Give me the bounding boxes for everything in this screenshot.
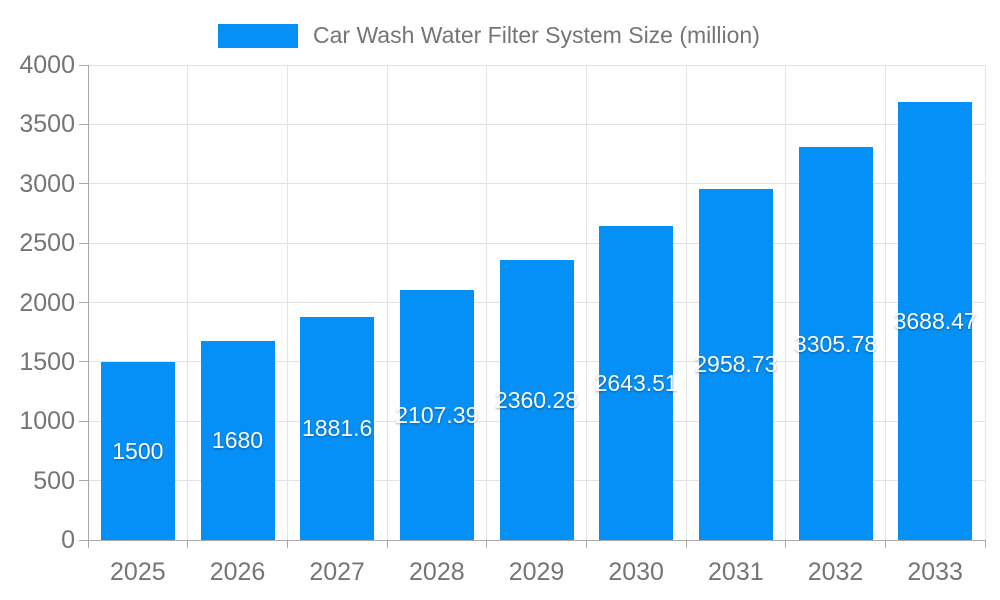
x-axis-label: 2028 — [409, 558, 465, 586]
bar[interactable] — [599, 226, 674, 540]
y-tick — [79, 242, 88, 244]
x-axis-label: 2025 — [110, 558, 166, 586]
bar[interactable] — [300, 316, 375, 540]
legend-swatch[interactable] — [218, 23, 298, 48]
gridline-h — [88, 183, 985, 185]
gridline-v — [286, 65, 288, 540]
x-tick — [486, 540, 488, 548]
x-tick — [685, 540, 687, 548]
y-tick — [79, 480, 88, 482]
x-tick — [785, 540, 787, 548]
gridline-v — [685, 65, 687, 540]
y-tick — [79, 539, 88, 541]
y-tick — [79, 183, 88, 185]
gridline-v — [486, 65, 488, 540]
x-tick — [187, 540, 189, 548]
bar[interactable] — [399, 289, 474, 540]
bar-value-label: 2107.39 — [395, 401, 479, 428]
y-axis-label: 3500 — [19, 110, 75, 139]
bar[interactable] — [100, 361, 175, 540]
y-axis-line — [87, 65, 89, 540]
y-tick — [79, 361, 88, 363]
bar[interactable] — [798, 147, 873, 540]
bar[interactable] — [698, 188, 773, 540]
y-axis-label: 1500 — [19, 347, 75, 376]
gridline-v — [785, 65, 787, 540]
gridline-v — [984, 65, 986, 540]
y-axis-label: 0 — [61, 526, 75, 554]
bar-value-label: 3305.78 — [793, 330, 878, 357]
x-axis-label: 2032 — [807, 558, 864, 586]
gridline-v — [585, 65, 587, 540]
y-axis-label: 2500 — [19, 229, 75, 258]
gridline-v — [884, 65, 886, 540]
bar-value-label: 1680 — [211, 427, 264, 454]
y-tick — [79, 123, 88, 125]
y-axis-label: 4000 — [19, 51, 75, 79]
x-tick — [87, 540, 89, 548]
gridline-v — [187, 65, 189, 540]
y-axis-label: 500 — [33, 466, 75, 495]
y-axis-label: 3000 — [19, 169, 75, 198]
x-axis-label: 2027 — [309, 558, 365, 586]
gridline-h — [88, 64, 985, 66]
legend-label[interactable]: Car Wash Water Filter System Size (milli… — [313, 22, 760, 48]
x-axis-line — [88, 539, 985, 541]
y-tick — [79, 64, 88, 66]
x-tick — [585, 540, 587, 548]
bar[interactable] — [200, 340, 275, 540]
gridline-v — [386, 65, 388, 540]
gridline-h — [88, 242, 985, 244]
bar-value-label: 3688.47 — [893, 307, 977, 334]
x-axis-label: 2030 — [608, 558, 664, 586]
y-tick — [79, 302, 88, 303]
x-tick — [386, 540, 388, 548]
x-axis-label: 2029 — [508, 558, 565, 586]
bar-value-label: 2360.28 — [494, 386, 579, 413]
x-axis-label: 2026 — [209, 558, 266, 586]
chart-legend[interactable]: Car Wash Water Filter System Size (milli… — [218, 22, 760, 49]
bar[interactable] — [499, 259, 574, 540]
y-tick — [79, 420, 88, 422]
x-tick — [286, 540, 288, 548]
bar-value-label: 1881.6 — [301, 415, 373, 442]
y-axis-label: 1000 — [19, 407, 75, 436]
bar[interactable] — [898, 101, 973, 540]
bar-value-label: 1500 — [112, 437, 164, 464]
gridline-h — [88, 123, 985, 125]
y-axis-label: 2000 — [19, 288, 75, 317]
bar-value-label: 2958.73 — [694, 351, 778, 378]
x-axis-label: 2031 — [708, 558, 764, 586]
bar-value-label: 2643.51 — [594, 370, 678, 397]
x-axis-label: 2033 — [907, 558, 963, 586]
x-tick — [984, 540, 986, 548]
x-tick — [884, 540, 886, 548]
